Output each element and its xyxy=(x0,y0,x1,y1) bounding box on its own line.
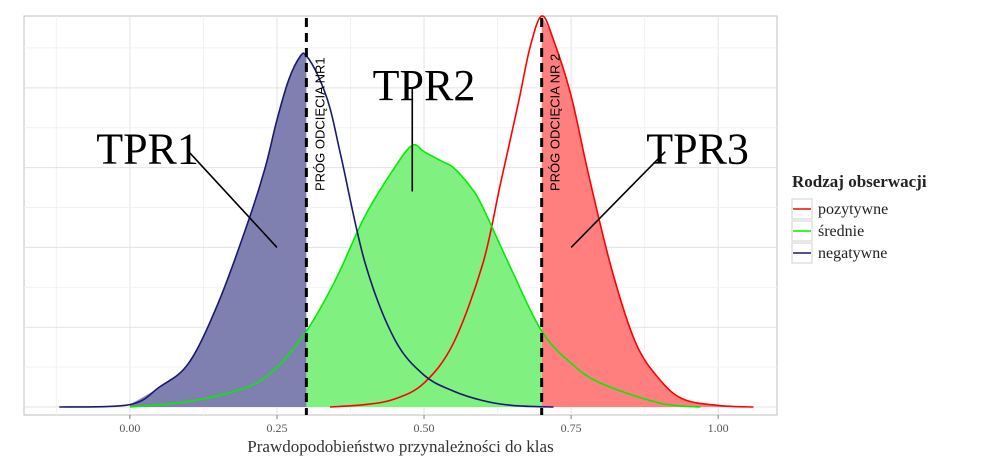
density-line-średnie xyxy=(129,143,701,408)
cutoff-label-1: PRÓG ODCIĘCIA NR1 xyxy=(312,57,327,191)
cutoff-lines: PRÓG ODCIĘCIA NR1 PRÓG ODCIĘCIA NR 2 xyxy=(304,18,563,415)
legend-label-pozytywne: pozytywne xyxy=(818,201,888,218)
shaded-area-negatywne xyxy=(129,54,307,407)
annotation-label-3: TPR3 xyxy=(646,125,749,174)
x-tick-label: 0.25 xyxy=(266,421,287,435)
legend-title: Rodzaj obserwacji xyxy=(792,172,927,191)
density-line-pozytywne xyxy=(329,15,754,408)
x-axis: 0.00 0.25 0.50 0.75 1.00 xyxy=(119,415,729,435)
x-tick-label: 0.00 xyxy=(119,421,140,435)
annotation-label-2: TPR2 xyxy=(373,61,476,110)
legend-label-średnie: średnie xyxy=(818,223,864,240)
shaded-area-średnie xyxy=(306,144,542,407)
x-tick-label: 1.00 xyxy=(708,421,729,435)
annotation-line-1 xyxy=(188,151,278,248)
cutoff-label-2: PRÓG ODCIĘCIA NR 2 xyxy=(548,54,563,191)
annotations: TPR1 TPR2 TPR3 xyxy=(96,61,749,248)
legend: Rodzaj obserwacji pozytywne średnie negaty… xyxy=(791,172,927,264)
x-tick-label: 0.75 xyxy=(561,421,582,435)
x-axis-label: Prawdopodobieństwo przynależności do kla… xyxy=(247,437,553,456)
legend-label-negatywne: negatywne xyxy=(818,245,887,262)
annotation-line-3 xyxy=(570,151,666,248)
shaded-areas xyxy=(129,16,754,407)
shaded-area-pozytywne xyxy=(541,16,754,407)
x-tick-label: 0.50 xyxy=(414,421,435,435)
annotation-label-1: TPR1 xyxy=(96,125,199,174)
